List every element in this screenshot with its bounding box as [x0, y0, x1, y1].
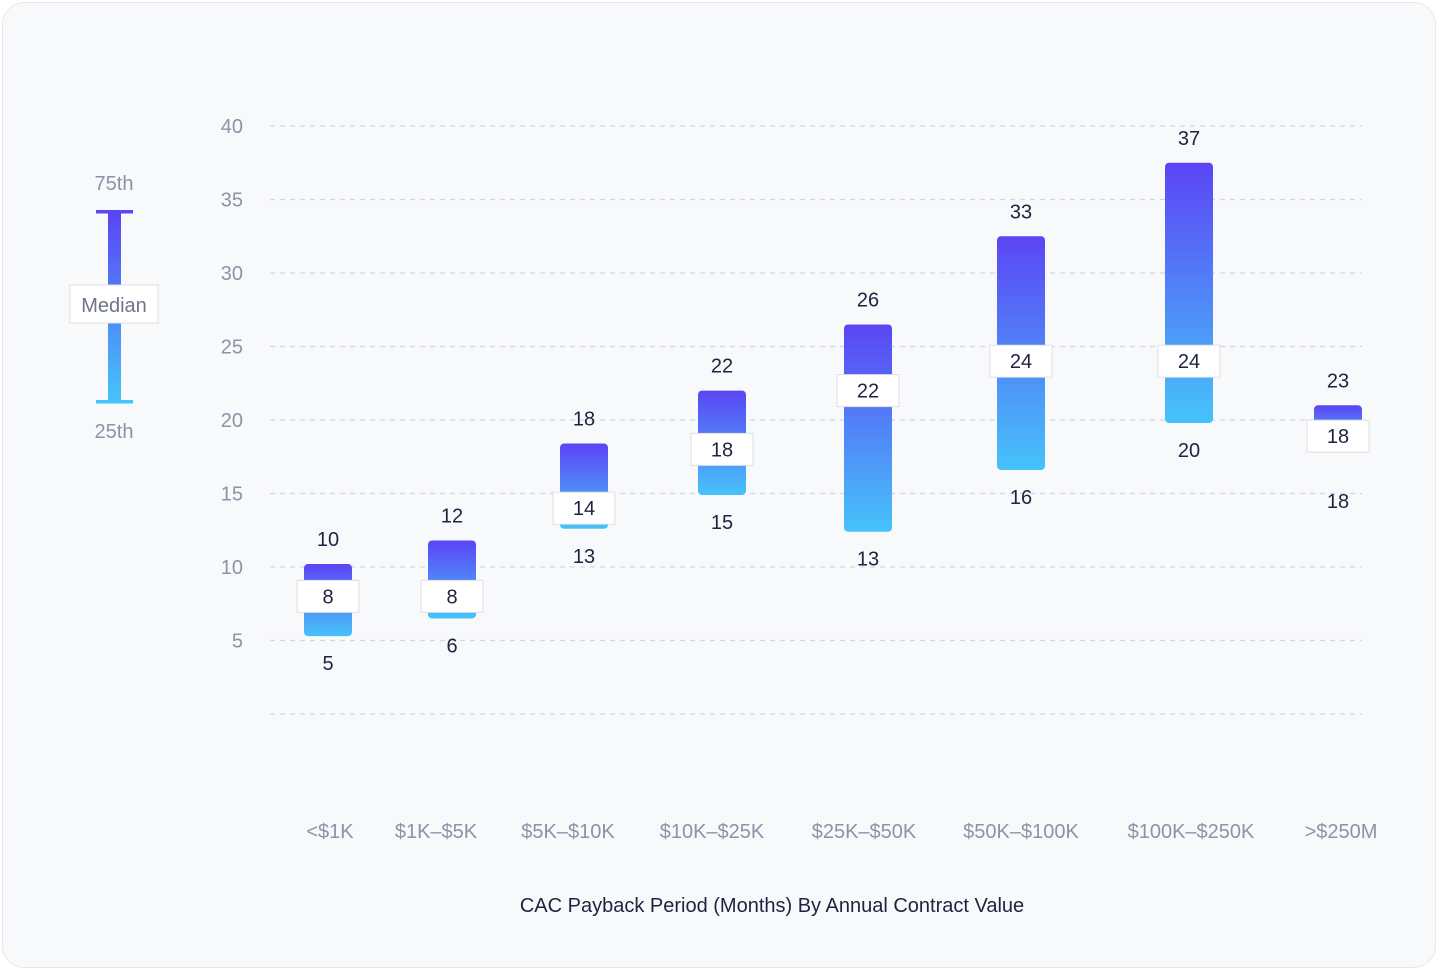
median-label: 18 [1327, 426, 1349, 448]
chart-title: CAC Payback Period (Months) By Annual Co… [520, 895, 1024, 917]
bar-group: 22 18 15 [690, 356, 754, 534]
x-category-label: $50K–$100K [963, 821, 1079, 843]
y-tick-label: 15 [221, 484, 243, 506]
x-category-label: $5K–$10K [521, 821, 615, 843]
median-box [836, 374, 900, 408]
bar-group: 37 24 20 [1157, 128, 1221, 462]
p25-label: 18 [1327, 491, 1349, 513]
bar-group: 12 8 6 [420, 506, 484, 657]
p25-label: 15 [711, 512, 733, 534]
p75-label: 12 [441, 506, 463, 528]
median-label: 8 [446, 586, 457, 608]
p25-label: 16 [1010, 487, 1032, 509]
legend-bottom-cap [96, 400, 133, 404]
legend-median-box [69, 284, 159, 324]
x-category-label: $100K–$250K [1128, 821, 1255, 843]
p75-label: 18 [573, 409, 595, 431]
median-label: 18 [711, 439, 733, 461]
y-tick-label: 35 [221, 190, 243, 212]
y-tick-label: 10 [221, 557, 243, 579]
y-axis-ticks: 5 10 15 20 25 30 35 40 [221, 116, 243, 653]
p25-label: 13 [573, 546, 595, 568]
p25-label: 20 [1178, 440, 1200, 462]
y-tick-label: 20 [221, 410, 243, 432]
x-category-label: $1K–$5K [395, 821, 478, 843]
x-axis-categories: <$1K $1K–$5K $5K–$10K $10K–$25K $25K–$50K $50… [306, 821, 1377, 843]
bar-group: 33 24 16 [989, 201, 1053, 509]
p75-label: 10 [317, 529, 339, 551]
bars: 10 8 5 12 8 6 18 14 13 22 18 15 26 22 13 33 24 16 37 24 20 23… [296, 128, 1370, 675]
p75-label: 33 [1010, 201, 1032, 223]
median-box [1157, 344, 1221, 378]
bar-group: 23 18 18 [1306, 370, 1370, 513]
legend: 75th Median 25th [69, 173, 159, 443]
median-box [552, 491, 616, 525]
legend-bottom-label: 25th [95, 421, 134, 443]
median-label: 24 [1010, 351, 1032, 373]
y-tick-label: 30 [221, 263, 243, 285]
p75-label: 22 [711, 356, 733, 378]
x-category-label: $10K–$25K [660, 821, 765, 843]
p25-label: 5 [322, 653, 333, 675]
x-category-label: <$1K [306, 821, 354, 843]
median-label: 22 [857, 381, 879, 403]
bar-group: 26 22 13 [836, 289, 900, 571]
x-category-label: >$250M [1305, 821, 1378, 843]
legend-top-cap [96, 210, 133, 214]
median-label: 24 [1178, 351, 1200, 373]
p75-label: 37 [1178, 128, 1200, 150]
median-box [989, 344, 1053, 378]
legend-top-label: 75th [95, 173, 134, 195]
bar-group: 10 8 5 [296, 529, 360, 675]
range-bar [1165, 162, 1213, 423]
median-box [690, 432, 754, 466]
y-tick-label: 25 [221, 337, 243, 359]
p25-label: 6 [446, 635, 457, 657]
p25-label: 13 [857, 549, 879, 571]
median-box [1306, 419, 1370, 453]
y-tick-label: 40 [221, 116, 243, 138]
p75-label: 26 [857, 289, 879, 311]
legend-median-label: Median [81, 295, 147, 317]
x-category-label: $25K–$50K [812, 821, 917, 843]
range-bar [844, 324, 892, 532]
bar-group: 18 14 13 [552, 409, 616, 568]
y-tick-label: 5 [232, 631, 243, 653]
median-box [296, 579, 360, 613]
median-box [420, 579, 484, 613]
p75-label: 23 [1327, 370, 1349, 392]
median-label: 8 [322, 586, 333, 608]
median-label: 14 [573, 498, 595, 520]
